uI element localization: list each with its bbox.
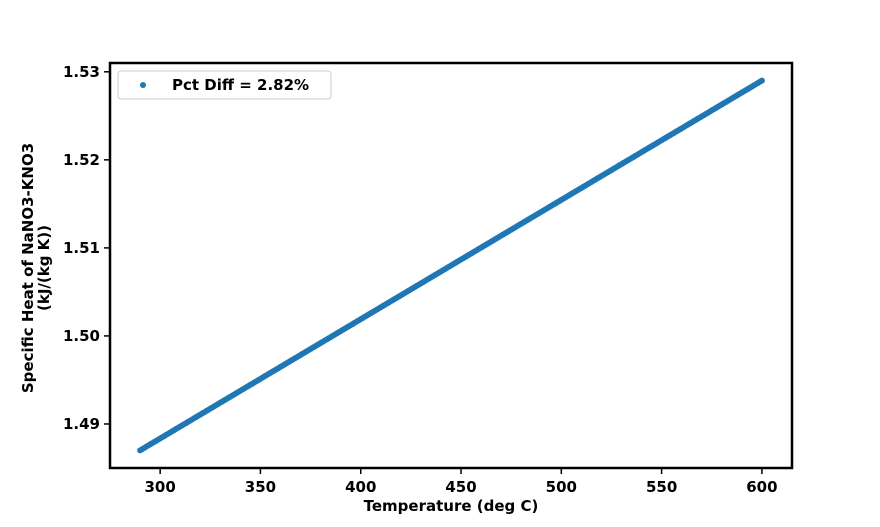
y-tick-label: 1.49 [63, 415, 100, 433]
y-tick-label: 1.53 [63, 63, 100, 81]
x-tick-label: 350 [245, 478, 276, 496]
data-points [137, 77, 765, 454]
y-axis-label-line-2: (kJ/(kg K)) [35, 225, 53, 311]
y-tick-label: 1.52 [63, 151, 100, 169]
plot-frame [108, 61, 794, 470]
x-axis-label: Temperature (deg C) [364, 497, 539, 515]
x-tick-label: 500 [546, 478, 577, 496]
x-tick-label: 450 [445, 478, 476, 496]
data-point [758, 77, 765, 84]
y-tick-label: 1.51 [63, 239, 100, 257]
legend-marker [140, 82, 146, 88]
y-axis-label-line-1: Specific Heat of NaNO3-KNO3 [19, 143, 37, 393]
x-tick-label: 550 [646, 478, 677, 496]
x-tick-label: 400 [345, 478, 376, 496]
x-tick-label: 600 [746, 478, 777, 496]
y-tick-label: 1.50 [63, 327, 100, 345]
legend: Pct Diff = 2.82% [117, 70, 332, 100]
y-axis-ticks: 1.49 1.50 1.51 1.52 1.53 [63, 63, 110, 433]
legend-label: Pct Diff = 2.82% [172, 76, 309, 94]
legend-box [117, 70, 332, 100]
x-tick-label: 300 [144, 478, 175, 496]
x-axis-ticks: 300 350 400 450 500 550 600 [144, 468, 778, 496]
